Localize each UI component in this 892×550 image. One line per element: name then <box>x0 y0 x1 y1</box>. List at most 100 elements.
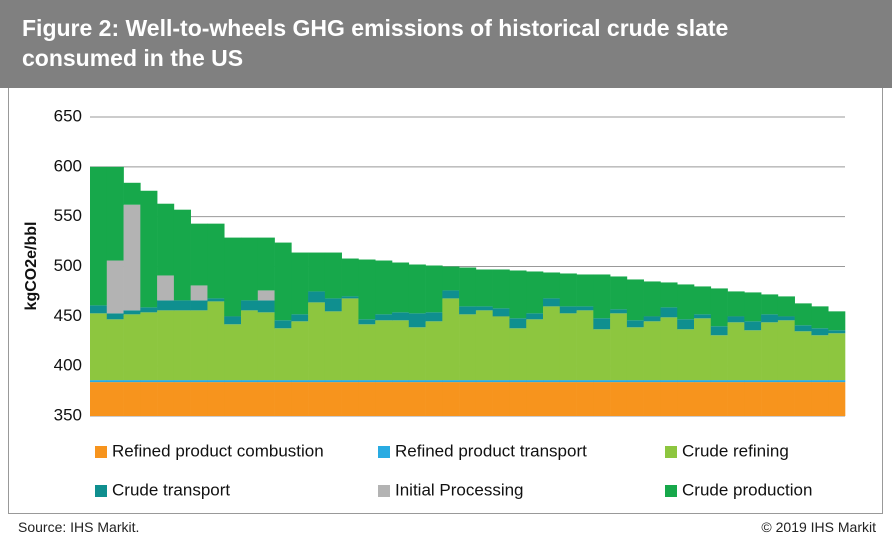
bar-segment <box>694 382 712 416</box>
bar-segment <box>576 310 594 381</box>
bar-segment <box>559 380 577 383</box>
chart-title: Figure 2: Well-to-wheels GHG emissions o… <box>22 15 729 71</box>
bar-segment <box>291 382 309 416</box>
bar-segment <box>123 204 141 311</box>
legend-label: Crude production <box>682 480 812 499</box>
bar-segment <box>257 300 275 313</box>
bar-segment <box>241 300 259 311</box>
bar-segment <box>291 252 309 315</box>
bar-segment <box>509 380 527 383</box>
bar-segment <box>643 382 661 416</box>
bar-segment <box>677 380 695 383</box>
bar-segment <box>392 262 410 313</box>
bar-segment <box>492 382 510 416</box>
bar-segment <box>308 252 326 292</box>
bar-segment <box>610 313 628 381</box>
bar-segment <box>761 322 779 381</box>
bar-segment <box>811 382 829 416</box>
bar-segment <box>576 382 594 416</box>
bar-segment <box>90 305 108 314</box>
bar-segment <box>157 203 175 276</box>
bar-segment <box>375 380 393 383</box>
bar-segment <box>475 380 493 383</box>
bar-segment <box>526 271 544 314</box>
bar-segment <box>90 166 108 306</box>
bar-segment <box>123 314 141 381</box>
bar-segment <box>224 316 242 325</box>
bar-segment <box>241 237 259 301</box>
bar-segment <box>559 306 577 314</box>
y-tick-label: 400 <box>54 356 82 375</box>
bar-segment <box>157 275 175 301</box>
bar-segment <box>425 321 443 381</box>
legend-label: Initial Processing <box>395 480 524 499</box>
bar-segment <box>257 382 275 416</box>
bar-segment <box>375 320 393 381</box>
bar-segment <box>660 307 678 318</box>
bar-segment <box>610 276 628 310</box>
bar-segment <box>207 298 225 302</box>
bar-segment <box>610 309 628 314</box>
bar-segment <box>375 314 393 321</box>
bar-segment <box>660 382 678 416</box>
bar-segment <box>526 380 544 383</box>
bar-segment <box>761 382 779 416</box>
bar-segment <box>358 380 376 383</box>
bar-segment <box>509 270 527 319</box>
bar-segment <box>274 380 292 383</box>
bar-segment <box>324 311 342 381</box>
bar-segment <box>442 298 460 381</box>
legend-swatch <box>378 446 390 458</box>
bar-segment <box>341 258 359 297</box>
bar-segment <box>442 290 460 299</box>
bar-segment <box>828 382 846 416</box>
bar-segment <box>509 328 527 381</box>
bar-segment <box>224 382 242 416</box>
bar-segment <box>224 324 242 381</box>
bar-segment <box>744 321 762 331</box>
bar-segment <box>157 382 175 416</box>
bar-segment <box>761 294 779 315</box>
bar-segment <box>123 310 141 315</box>
bar-segment <box>408 380 426 383</box>
bar-segment <box>828 330 846 334</box>
bar-segment <box>777 382 795 416</box>
bar-segment <box>559 273 577 307</box>
bar-segment <box>626 320 644 328</box>
bar-segment <box>324 382 342 416</box>
bar-segment <box>123 380 141 383</box>
bar-segment <box>375 382 393 416</box>
bar-segment <box>123 182 141 205</box>
legend-swatch <box>95 485 107 497</box>
bar-segment <box>207 382 225 416</box>
bar-segment <box>643 281 661 317</box>
bar-segment <box>274 328 292 381</box>
y-tick-label: 450 <box>54 306 82 325</box>
bar-segment <box>190 382 208 416</box>
bar-segment <box>308 380 326 383</box>
bar-segment <box>140 190 158 308</box>
bar-segment <box>677 382 695 416</box>
bar-segment <box>106 382 124 416</box>
chart-frame <box>8 88 883 514</box>
bar-segment <box>392 380 410 383</box>
bar-segment <box>425 265 443 313</box>
bar-segment <box>710 382 728 416</box>
bar-segment <box>106 319 124 381</box>
bar-segment <box>526 319 544 381</box>
bar-segment <box>660 380 678 383</box>
bar-segment <box>492 269 510 309</box>
bar-segment <box>274 382 292 416</box>
bar-segment <box>157 310 175 381</box>
bar-segment <box>526 313 544 320</box>
bar-segment <box>643 316 661 322</box>
bar-segment <box>157 300 175 311</box>
bar-segment <box>459 314 477 381</box>
bar-segment <box>543 272 561 299</box>
bar-segment <box>509 318 527 329</box>
bar-segment <box>257 290 275 301</box>
bar-segment <box>509 382 527 416</box>
bar-segment <box>677 284 695 320</box>
bar-segment <box>106 380 124 383</box>
